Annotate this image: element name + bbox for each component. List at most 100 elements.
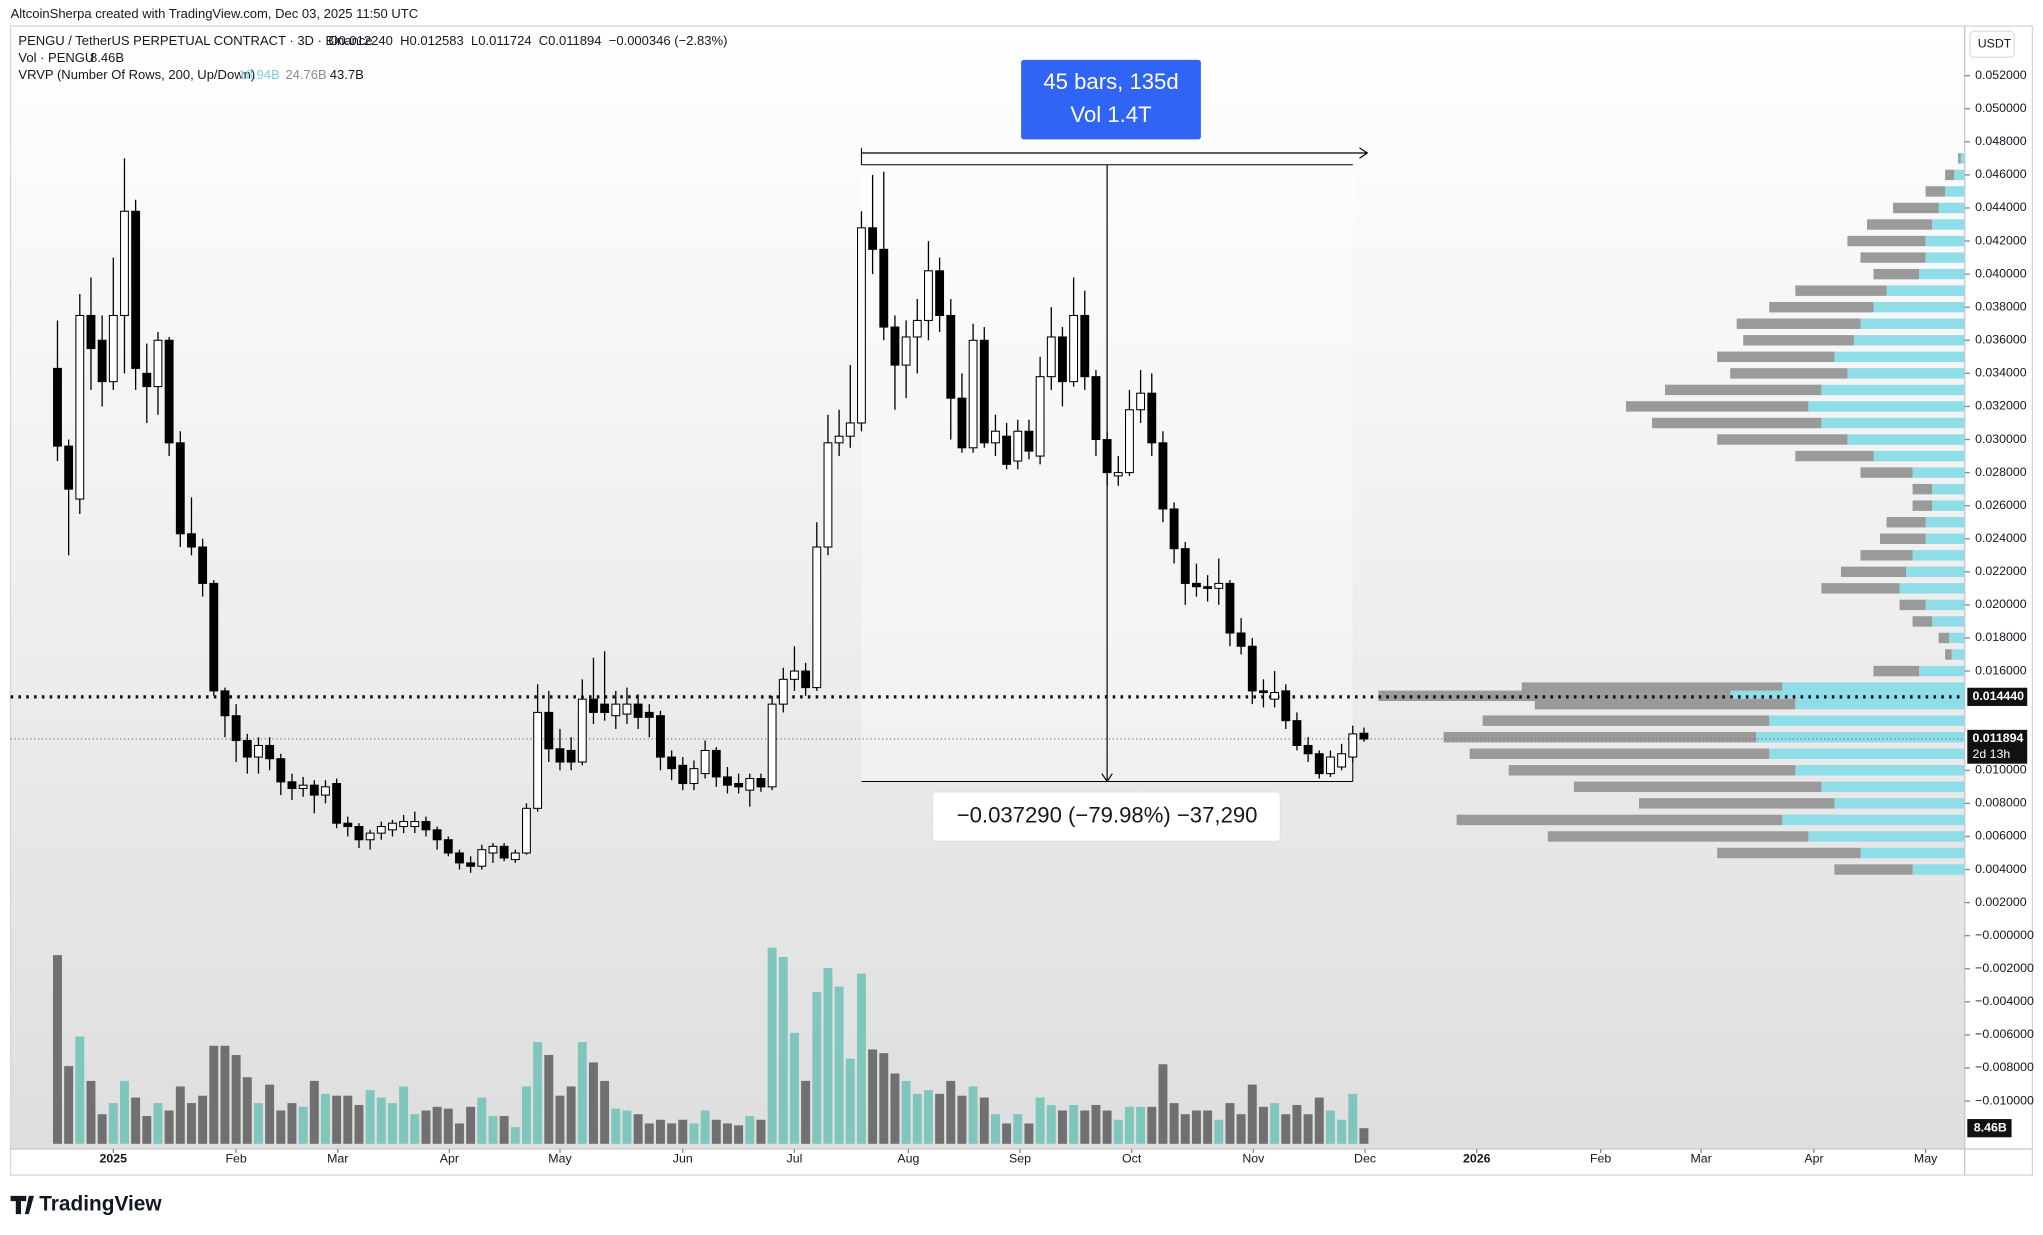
candle-body <box>991 430 1000 444</box>
volume-bar <box>734 1125 744 1144</box>
candle-body <box>421 821 431 831</box>
profile-up <box>1769 748 1965 759</box>
candle-body <box>321 786 330 796</box>
profile-up <box>1782 682 1965 693</box>
y-tick-label: −0.002000 <box>1975 961 2034 975</box>
hline-tag <box>1967 687 2028 706</box>
x-tick-label: Apr <box>1804 1152 1823 1166</box>
volume-bar <box>745 1116 755 1144</box>
y-tick-label: −0.004000 <box>1975 994 2034 1008</box>
volume-bar <box>477 1097 487 1144</box>
candle-body <box>845 422 855 437</box>
profile-down <box>1652 417 1822 429</box>
volume-bar <box>1069 1104 1079 1144</box>
volume-bar <box>1247 1084 1257 1144</box>
volume-tag-label: 8.46B <box>1974 1120 2007 1134</box>
candle-body <box>466 862 476 867</box>
volume-bar <box>823 968 833 1144</box>
candle-body <box>287 781 297 790</box>
candle-body <box>254 744 263 758</box>
y-tick-label: 0.034000 <box>1975 366 2027 380</box>
volume-bar <box>566 1086 576 1144</box>
profile-down <box>1456 814 1783 826</box>
candle-body <box>120 210 129 316</box>
volume-bar <box>1303 1114 1313 1144</box>
x-tick-label: Oct <box>1122 1152 1142 1166</box>
layer: 0.052000 0.050000 0.048000 0.046000 0.044000… <box>10 59 2034 1166</box>
y-tick-label: −0.006000 <box>1975 1027 2034 1041</box>
candle-body <box>544 711 554 750</box>
volume-bar <box>1046 1104 1056 1144</box>
volume-bar <box>265 1084 275 1144</box>
volume-bar <box>187 1103 196 1144</box>
candle-body <box>745 778 755 791</box>
profile-down <box>1840 566 1907 578</box>
candle-body <box>220 690 230 717</box>
profile-up <box>1769 715 1965 726</box>
volume-bar <box>1225 1103 1235 1144</box>
candle-body <box>823 442 833 548</box>
candle-body <box>577 698 587 763</box>
profile-up <box>1945 186 1965 197</box>
profile-up <box>1938 202 1965 214</box>
profile-down <box>1717 351 1835 363</box>
volume-bar <box>600 1080 610 1144</box>
candle-body <box>1236 632 1246 647</box>
candle-body <box>1091 376 1101 441</box>
profile-down <box>1847 235 1926 247</box>
profile-up <box>1873 301 1965 313</box>
candle-body <box>164 339 174 444</box>
volume-bar <box>376 1097 386 1144</box>
volume-bar <box>756 1119 766 1144</box>
profile-up <box>1860 318 1965 329</box>
volume-bar <box>86 1080 96 1144</box>
volume-bar <box>667 1123 677 1144</box>
profile-down <box>1945 169 1955 181</box>
volume-bar <box>533 1042 543 1144</box>
profile-down <box>1866 219 1933 230</box>
candle-body <box>611 703 621 717</box>
profile-down <box>1534 698 1796 710</box>
volume-bar <box>410 1114 420 1144</box>
unit-box[interactable] <box>1969 30 2015 58</box>
y-tick-label: 0.002000 <box>1975 895 2027 909</box>
candle-body <box>1136 392 1146 411</box>
volume-bar <box>789 1032 799 1144</box>
y-tick-label: 0.038000 <box>1975 299 2027 313</box>
profile-down <box>1573 781 1822 793</box>
profile-up <box>1834 351 1965 363</box>
candle-body <box>231 715 241 742</box>
candle-body <box>1058 336 1067 383</box>
brand: TradingView <box>39 1193 162 1216</box>
profile-up <box>1949 632 1965 644</box>
y-tick-label: 0.018000 <box>1975 630 2027 644</box>
candle-body <box>622 703 632 715</box>
profile-down <box>1958 153 1961 164</box>
candle-body <box>298 784 308 790</box>
volume-bar <box>343 1095 353 1144</box>
candle-body <box>566 749 576 763</box>
x-tick-label: Dec <box>1354 1152 1376 1166</box>
volume-bar <box>1102 1110 1112 1144</box>
volume-bar <box>298 1106 308 1144</box>
profile-up <box>1795 698 1965 710</box>
profile-down <box>1821 583 1900 594</box>
volume-bar <box>1203 1110 1213 1144</box>
volume-bar <box>1281 1114 1291 1144</box>
profile-up <box>1912 467 1965 478</box>
change-label: −0.037290 (−79.98%) −37,290 <box>957 802 1258 827</box>
volume-bar <box>421 1110 431 1144</box>
candle-body <box>499 845 509 859</box>
y-tick-label: 0.044000 <box>1975 200 2027 214</box>
volume-bar <box>622 1110 632 1144</box>
profile-up <box>1932 483 1965 495</box>
profile-down <box>1873 665 1920 677</box>
volume-bar <box>890 1073 900 1144</box>
volume-bar <box>1057 1110 1067 1144</box>
candle-body <box>365 832 375 841</box>
candle-body <box>131 210 141 369</box>
profile-up <box>1912 550 1965 561</box>
profile-up <box>1795 765 1965 776</box>
candle-body <box>879 248 889 328</box>
profile-up <box>1925 252 1965 263</box>
